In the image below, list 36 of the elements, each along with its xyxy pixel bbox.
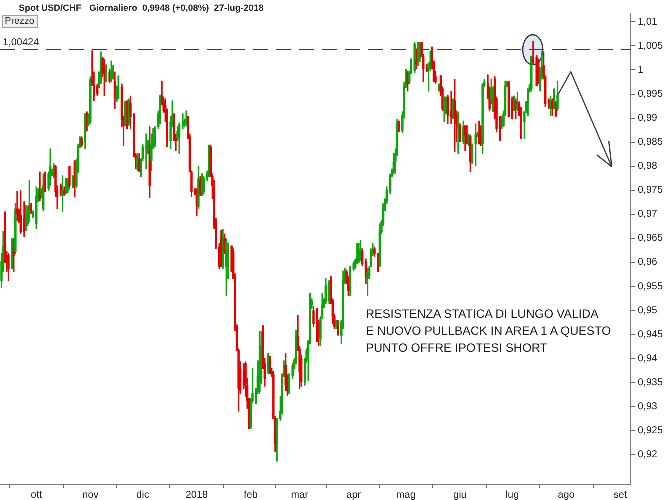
x-tick-label: mar — [291, 490, 310, 500]
y-tick-label: 0,955 — [638, 281, 664, 292]
y-tick-label: 1,01 — [638, 16, 658, 28]
y-tick-label: 0,935 — [638, 377, 664, 388]
y-tick-label: 0,995 — [638, 89, 664, 100]
y-tick-label: 0,97 — [638, 209, 658, 220]
y-tick-label: 1,005 — [638, 40, 664, 52]
x-tick-label: apr — [346, 490, 362, 500]
chart-title: Spot USD/CHF — [19, 3, 82, 13]
y-tick-label: 0,99 — [638, 113, 658, 124]
y-tick-label: 0,985 — [638, 137, 664, 148]
y-axis-title: Prezzo — [2, 15, 38, 28]
y-tick-label: 0,925 — [638, 425, 664, 436]
y-tick-label: 0,945 — [638, 329, 664, 340]
x-tick-label: lug — [506, 490, 520, 500]
annotation: RESISTENZA STATICA DI LUNGO VALIDA E NUOVO PULLBACK IN AREA 1 A QUESTO PUNTO OFFRE IPOTESI SHORT — [366, 306, 612, 357]
x-tick-label: nov — [82, 490, 99, 500]
chart-subtitle: Giornaliero 0,9948 (+0,08%) 27-lug-2018 — [90, 3, 264, 13]
x-tick-label: dic — [136, 490, 150, 500]
x-tick-label: feb — [244, 490, 258, 500]
y-tick-label: 0,92 — [638, 449, 658, 460]
y-tick-label: 0,93 — [638, 401, 658, 412]
x-tick-label: giu — [453, 490, 467, 500]
y-tick-label: 0,98 — [638, 161, 658, 172]
x-tick-label: ago — [558, 490, 576, 500]
y-tick-label: 0,95 — [638, 305, 658, 316]
x-tick-label: ott — [31, 490, 42, 500]
y-tick-label: 0,965 — [638, 233, 664, 244]
y-tick-label: 0,94 — [638, 353, 658, 364]
x-tick-label: set — [614, 490, 628, 500]
y-tick-label: 0,975 — [638, 185, 664, 196]
y-tick-label: 0,96 — [638, 257, 658, 268]
x-tick-label: 2018 — [186, 490, 209, 500]
ref-line-label: 1,00424 — [3, 38, 40, 49]
x-tick-label: mag — [396, 490, 416, 500]
y-tick-label: 1 — [638, 64, 644, 76]
